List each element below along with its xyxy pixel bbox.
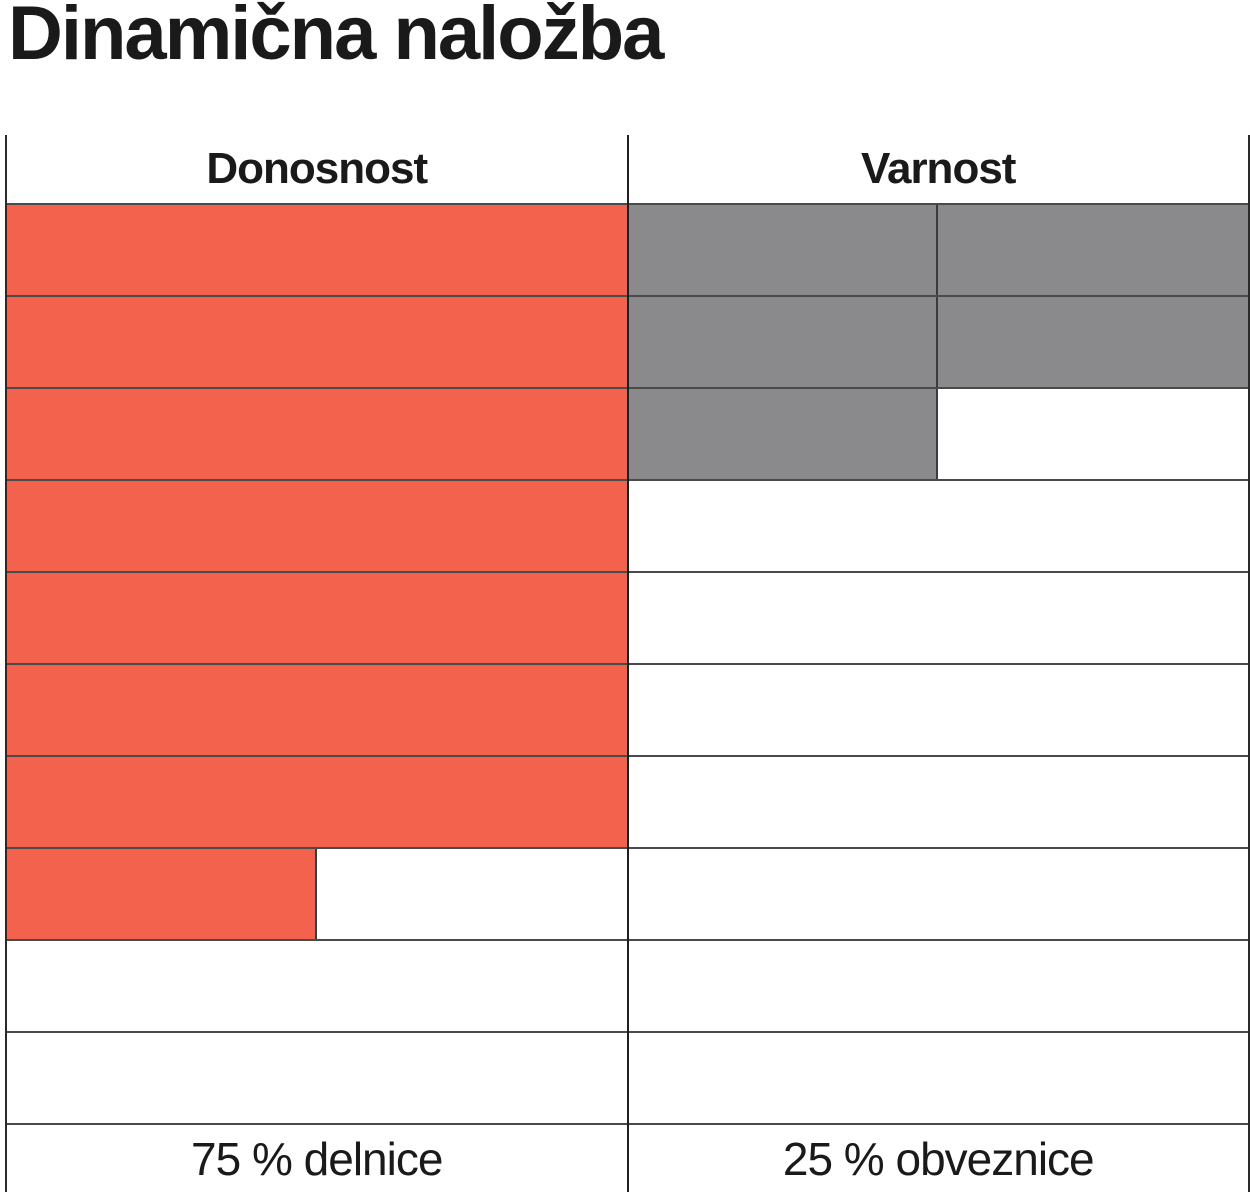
rating-row: [7, 939, 627, 1031]
rating-row: [7, 1031, 627, 1123]
rating-row: [628, 847, 1248, 939]
donosnost-bar-segment: [7, 757, 627, 847]
rating-row: [628, 663, 1248, 755]
varnost-bar-segment: [628, 205, 939, 295]
rating-row: [7, 295, 627, 387]
rating-row: [628, 755, 1248, 847]
column-header-donosnost: Donosnost: [206, 144, 428, 193]
column-varnost: Varnost 25 % obveznice: [626, 135, 1248, 1192]
rating-row: [7, 571, 627, 663]
rating-row: [628, 295, 1248, 387]
rating-row: [7, 479, 627, 571]
donosnost-bar-segment: [7, 849, 317, 939]
rating-row: [628, 939, 1248, 1031]
rating-row: [7, 663, 627, 755]
varnost-bar-rows: [628, 203, 1248, 1123]
rating-row: [7, 847, 627, 939]
rating-row: [7, 203, 627, 295]
rating-row: [628, 387, 1248, 479]
varnost-bar-segment: [938, 297, 1248, 387]
donosnost-bar-segment: [7, 297, 627, 387]
varnost-bar-segment: [628, 297, 939, 387]
donosnost-bar-segment: [7, 573, 627, 663]
rating-row: [628, 571, 1248, 663]
donosnost-footer-label: 75 % delnice: [7, 1123, 627, 1192]
donosnost-bar-segment: [7, 205, 627, 295]
donosnost-bar-rows: [7, 203, 627, 1123]
rating-row: [628, 479, 1248, 571]
rating-row: [7, 387, 627, 479]
varnost-bar-segment: [938, 205, 1248, 295]
donosnost-bar-segment: [7, 389, 627, 479]
rating-table: Donosnost 75 % delnice Varnost 25 % obve…: [5, 135, 1250, 1192]
donosnost-bar-segment: [7, 665, 627, 755]
donosnost-bar-segment: [7, 481, 627, 571]
column-header-varnost: Varnost: [861, 144, 1016, 193]
page-title: Dinamična naložba: [8, 0, 664, 76]
rating-row: [628, 203, 1248, 295]
rating-row: [7, 755, 627, 847]
varnost-footer-label: 25 % obveznice: [628, 1123, 1248, 1192]
rating-row: [628, 1031, 1248, 1123]
column-donosnost: Donosnost 75 % delnice: [7, 135, 627, 1192]
varnost-bar-segment: [628, 389, 939, 479]
